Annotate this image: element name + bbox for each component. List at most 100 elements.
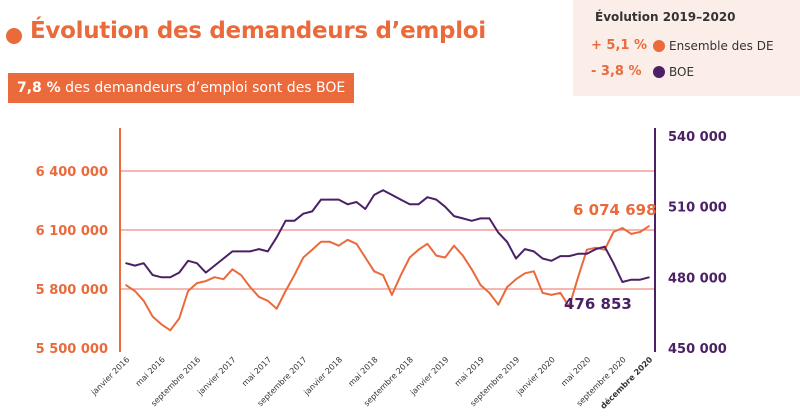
data-point-boe xyxy=(603,245,606,248)
data-point-de xyxy=(453,244,455,247)
data-point-de xyxy=(541,292,544,294)
data-point-de xyxy=(355,243,358,245)
data-point-de xyxy=(231,268,234,271)
data-point-boe xyxy=(222,257,225,260)
legend-label-boe: BOE xyxy=(669,65,695,79)
data-point-de xyxy=(275,307,278,310)
data-point-de xyxy=(533,270,535,273)
data-point-boe xyxy=(470,220,473,222)
data-point-boe xyxy=(524,248,526,250)
right-tick-label: 540 000 xyxy=(668,130,727,145)
data-point-boe xyxy=(453,215,455,217)
boe-share-banner: 7,8 % des demandeurs d’emploi sont des B… xyxy=(8,73,355,103)
data-point-de xyxy=(488,292,491,294)
data-point-de xyxy=(586,248,588,251)
data-point-boe xyxy=(488,217,491,220)
data-point-de xyxy=(373,270,376,273)
data-point-boe xyxy=(400,198,402,201)
data-point-boe xyxy=(329,198,331,201)
data-point-boe xyxy=(648,276,650,279)
data-point-boe xyxy=(258,248,260,250)
data-point-boe xyxy=(568,255,570,257)
data-point-de xyxy=(222,278,225,281)
data-point-de xyxy=(258,296,260,298)
data-point-boe xyxy=(444,205,446,208)
data-point-de xyxy=(337,244,340,247)
data-point-boe xyxy=(612,262,615,265)
series-line-boe xyxy=(125,189,650,283)
data-point-boe xyxy=(187,260,189,262)
data-point-boe xyxy=(364,208,367,210)
data-point-boe xyxy=(533,250,535,253)
x-tick-label: mai 2019 xyxy=(453,355,486,388)
data-point-de xyxy=(417,248,420,251)
data-point-boe xyxy=(586,253,588,255)
data-point-boe xyxy=(125,262,127,265)
data-point-de xyxy=(293,274,296,277)
data-point-de xyxy=(320,241,322,243)
data-point-de xyxy=(346,239,349,241)
data-point-boe xyxy=(320,198,322,201)
x-tick-label: mai 2016 xyxy=(134,355,167,388)
data-point-boe xyxy=(213,264,216,267)
data-point-de xyxy=(364,256,367,259)
data-point-boe xyxy=(559,255,562,257)
series-line-de xyxy=(125,225,650,332)
x-tick-label: mai 2018 xyxy=(347,355,380,388)
left-tick-label: 6 100 000 xyxy=(36,224,108,239)
page-title: Évolution des demandeurs d’emploi xyxy=(30,18,486,44)
data-point-de xyxy=(577,276,579,279)
data-point-de xyxy=(240,274,242,277)
data-point-de xyxy=(205,280,207,282)
data-point-de xyxy=(630,233,633,235)
data-point-boe xyxy=(240,250,242,253)
end-label-boe: 476 853 xyxy=(564,295,632,313)
data-point-boe xyxy=(346,203,349,206)
data-point-boe xyxy=(462,217,464,220)
data-point-boe xyxy=(550,260,553,262)
data-point-de xyxy=(196,282,198,284)
data-point-boe xyxy=(382,189,384,191)
data-point-de xyxy=(187,290,189,292)
right-tick-label: 480 000 xyxy=(668,271,727,286)
data-point-de xyxy=(479,284,482,286)
data-point-de xyxy=(213,276,216,279)
data-point-boe xyxy=(267,250,269,253)
data-point-boe xyxy=(178,271,180,274)
data-point-de xyxy=(621,227,624,229)
data-point-boe xyxy=(196,262,198,265)
data-point-boe xyxy=(151,274,154,276)
banner-text: des demandeurs d’emploi sont des BOE xyxy=(60,80,346,96)
data-point-de xyxy=(400,274,402,277)
data-point-de xyxy=(142,300,145,302)
data-point-boe xyxy=(426,196,429,198)
data-point-de xyxy=(267,300,269,302)
data-point-de xyxy=(470,268,473,271)
data-point-de xyxy=(151,315,154,318)
data-point-boe xyxy=(231,250,234,253)
data-point-boe xyxy=(417,203,420,206)
data-point-de xyxy=(648,225,650,227)
data-point-de xyxy=(169,329,172,332)
banner-highlight: 7,8 % xyxy=(17,80,61,96)
data-point-boe xyxy=(302,212,305,215)
data-point-boe xyxy=(293,220,296,222)
end-label-de: 6 074 698 xyxy=(573,201,657,219)
data-point-boe xyxy=(506,241,509,243)
x-tick-label: mai 2017 xyxy=(240,355,273,388)
legend-title: Évolution 2019–2020 xyxy=(595,10,736,24)
data-point-de xyxy=(426,243,429,245)
data-point-de xyxy=(329,241,331,243)
legend-dot-de xyxy=(653,40,665,52)
data-point-boe xyxy=(160,276,163,279)
data-point-de xyxy=(302,256,305,259)
legend-dot-boe xyxy=(653,66,665,78)
data-point-boe xyxy=(630,278,633,281)
data-point-boe xyxy=(479,217,482,220)
data-point-boe xyxy=(595,248,597,250)
data-point-boe xyxy=(355,201,358,203)
data-point-de xyxy=(524,272,526,275)
data-point-boe xyxy=(639,278,641,281)
data-point-de xyxy=(391,294,393,296)
